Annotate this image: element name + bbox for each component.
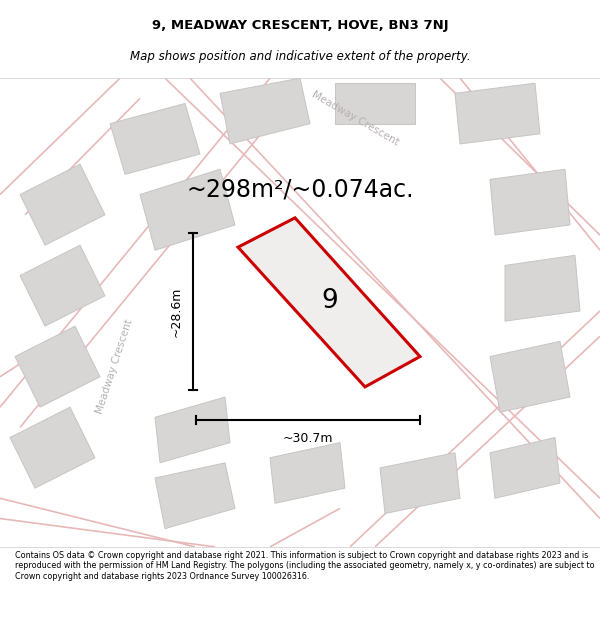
Polygon shape	[155, 397, 230, 463]
Text: ~298m²/~0.074ac.: ~298m²/~0.074ac.	[186, 177, 414, 201]
Text: Contains OS data © Crown copyright and database right 2021. This information is : Contains OS data © Crown copyright and d…	[15, 551, 595, 581]
Text: 9, MEADWAY CRESCENT, HOVE, BN3 7NJ: 9, MEADWAY CRESCENT, HOVE, BN3 7NJ	[152, 19, 448, 31]
Polygon shape	[505, 255, 580, 321]
Polygon shape	[10, 407, 95, 488]
Text: ~28.6m: ~28.6m	[170, 286, 183, 337]
Text: Meadway Crescent: Meadway Crescent	[310, 89, 400, 148]
Polygon shape	[20, 245, 105, 326]
Text: ~30.7m: ~30.7m	[283, 432, 333, 446]
Polygon shape	[490, 169, 570, 235]
Text: Map shows position and indicative extent of the property.: Map shows position and indicative extent…	[130, 50, 470, 62]
Polygon shape	[155, 463, 235, 529]
Text: Meadway Crescent: Meadway Crescent	[95, 318, 135, 415]
Polygon shape	[238, 218, 420, 387]
Polygon shape	[220, 78, 310, 144]
Polygon shape	[490, 341, 570, 412]
Polygon shape	[455, 83, 540, 144]
Polygon shape	[15, 326, 100, 407]
Polygon shape	[110, 103, 200, 174]
Polygon shape	[20, 164, 105, 245]
Polygon shape	[380, 452, 460, 514]
Polygon shape	[335, 83, 415, 124]
Polygon shape	[490, 438, 560, 498]
Polygon shape	[140, 169, 235, 250]
Polygon shape	[270, 442, 345, 503]
Text: 9: 9	[322, 288, 338, 314]
